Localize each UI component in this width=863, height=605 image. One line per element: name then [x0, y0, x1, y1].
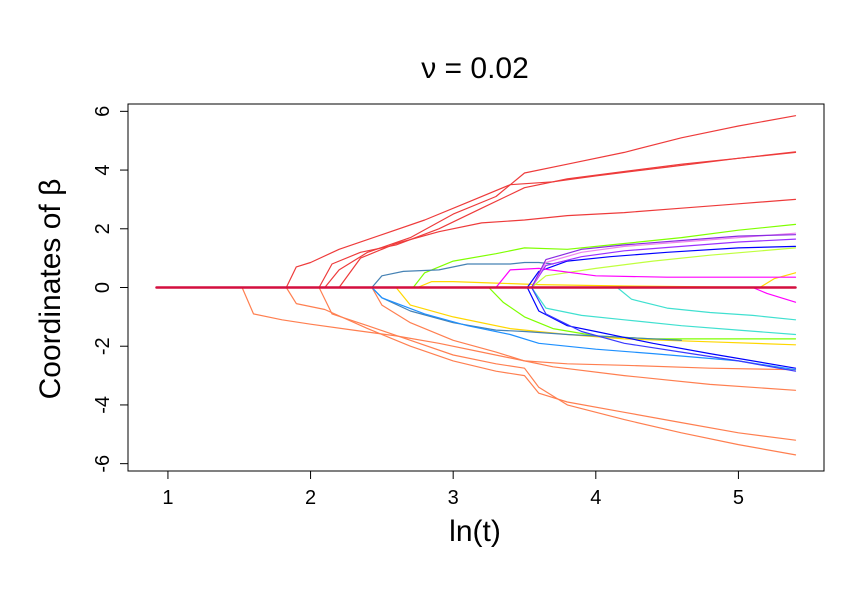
y-tick-label: -4 — [92, 396, 114, 414]
series-line-13 — [155, 286, 797, 340]
y-tick-label: 6 — [92, 106, 114, 117]
series-line-18 — [155, 286, 797, 371]
series-line-22 — [155, 267, 797, 289]
series-line-15 — [155, 261, 554, 289]
series-line-17 — [155, 286, 797, 369]
x-axis: 1 2 3 4 5 — [162, 471, 744, 509]
series-line-19 — [155, 245, 797, 289]
y-tick-label: 2 — [92, 223, 114, 234]
x-tick-label: 4 — [590, 487, 601, 509]
series-line-5 — [155, 286, 797, 371]
x-tick-label: 2 — [305, 487, 316, 509]
series-line-24 — [155, 238, 797, 289]
y-axis: -6 -4 -2 0 2 4 6 — [92, 106, 128, 473]
series-line-26 — [155, 234, 797, 289]
series-line-3 — [155, 198, 797, 289]
x-tick-label: 1 — [162, 487, 173, 509]
series-line-2 — [155, 151, 797, 289]
series-line-1 — [155, 115, 797, 289]
series-line-14 — [155, 247, 797, 289]
series-line-11 — [155, 272, 797, 289]
series-line-9 — [155, 286, 797, 346]
y-tick-label: -2 — [92, 337, 114, 355]
x-tick-label: 5 — [733, 487, 744, 509]
series-layer — [155, 115, 797, 456]
y-tick-label: -6 — [92, 455, 114, 473]
series-line-12 — [155, 223, 797, 289]
chart-title: ν = 0.02 — [421, 52, 529, 85]
series-line-25 — [155, 232, 797, 289]
series-line-7 — [155, 286, 797, 456]
series-line-8 — [155, 286, 797, 391]
series-line-23 — [155, 286, 797, 303]
series-line-27 — [155, 286, 797, 372]
y-axis-label: Coordinates of β — [34, 179, 67, 400]
x-tick-label: 3 — [448, 487, 459, 509]
x-axis-label: ln(t) — [449, 515, 501, 548]
series-line-21 — [155, 286, 797, 321]
series-line-4 — [155, 151, 797, 289]
series-line-6 — [155, 286, 797, 441]
y-tick-label: 4 — [92, 165, 114, 176]
y-tick-label: 0 — [92, 282, 114, 293]
